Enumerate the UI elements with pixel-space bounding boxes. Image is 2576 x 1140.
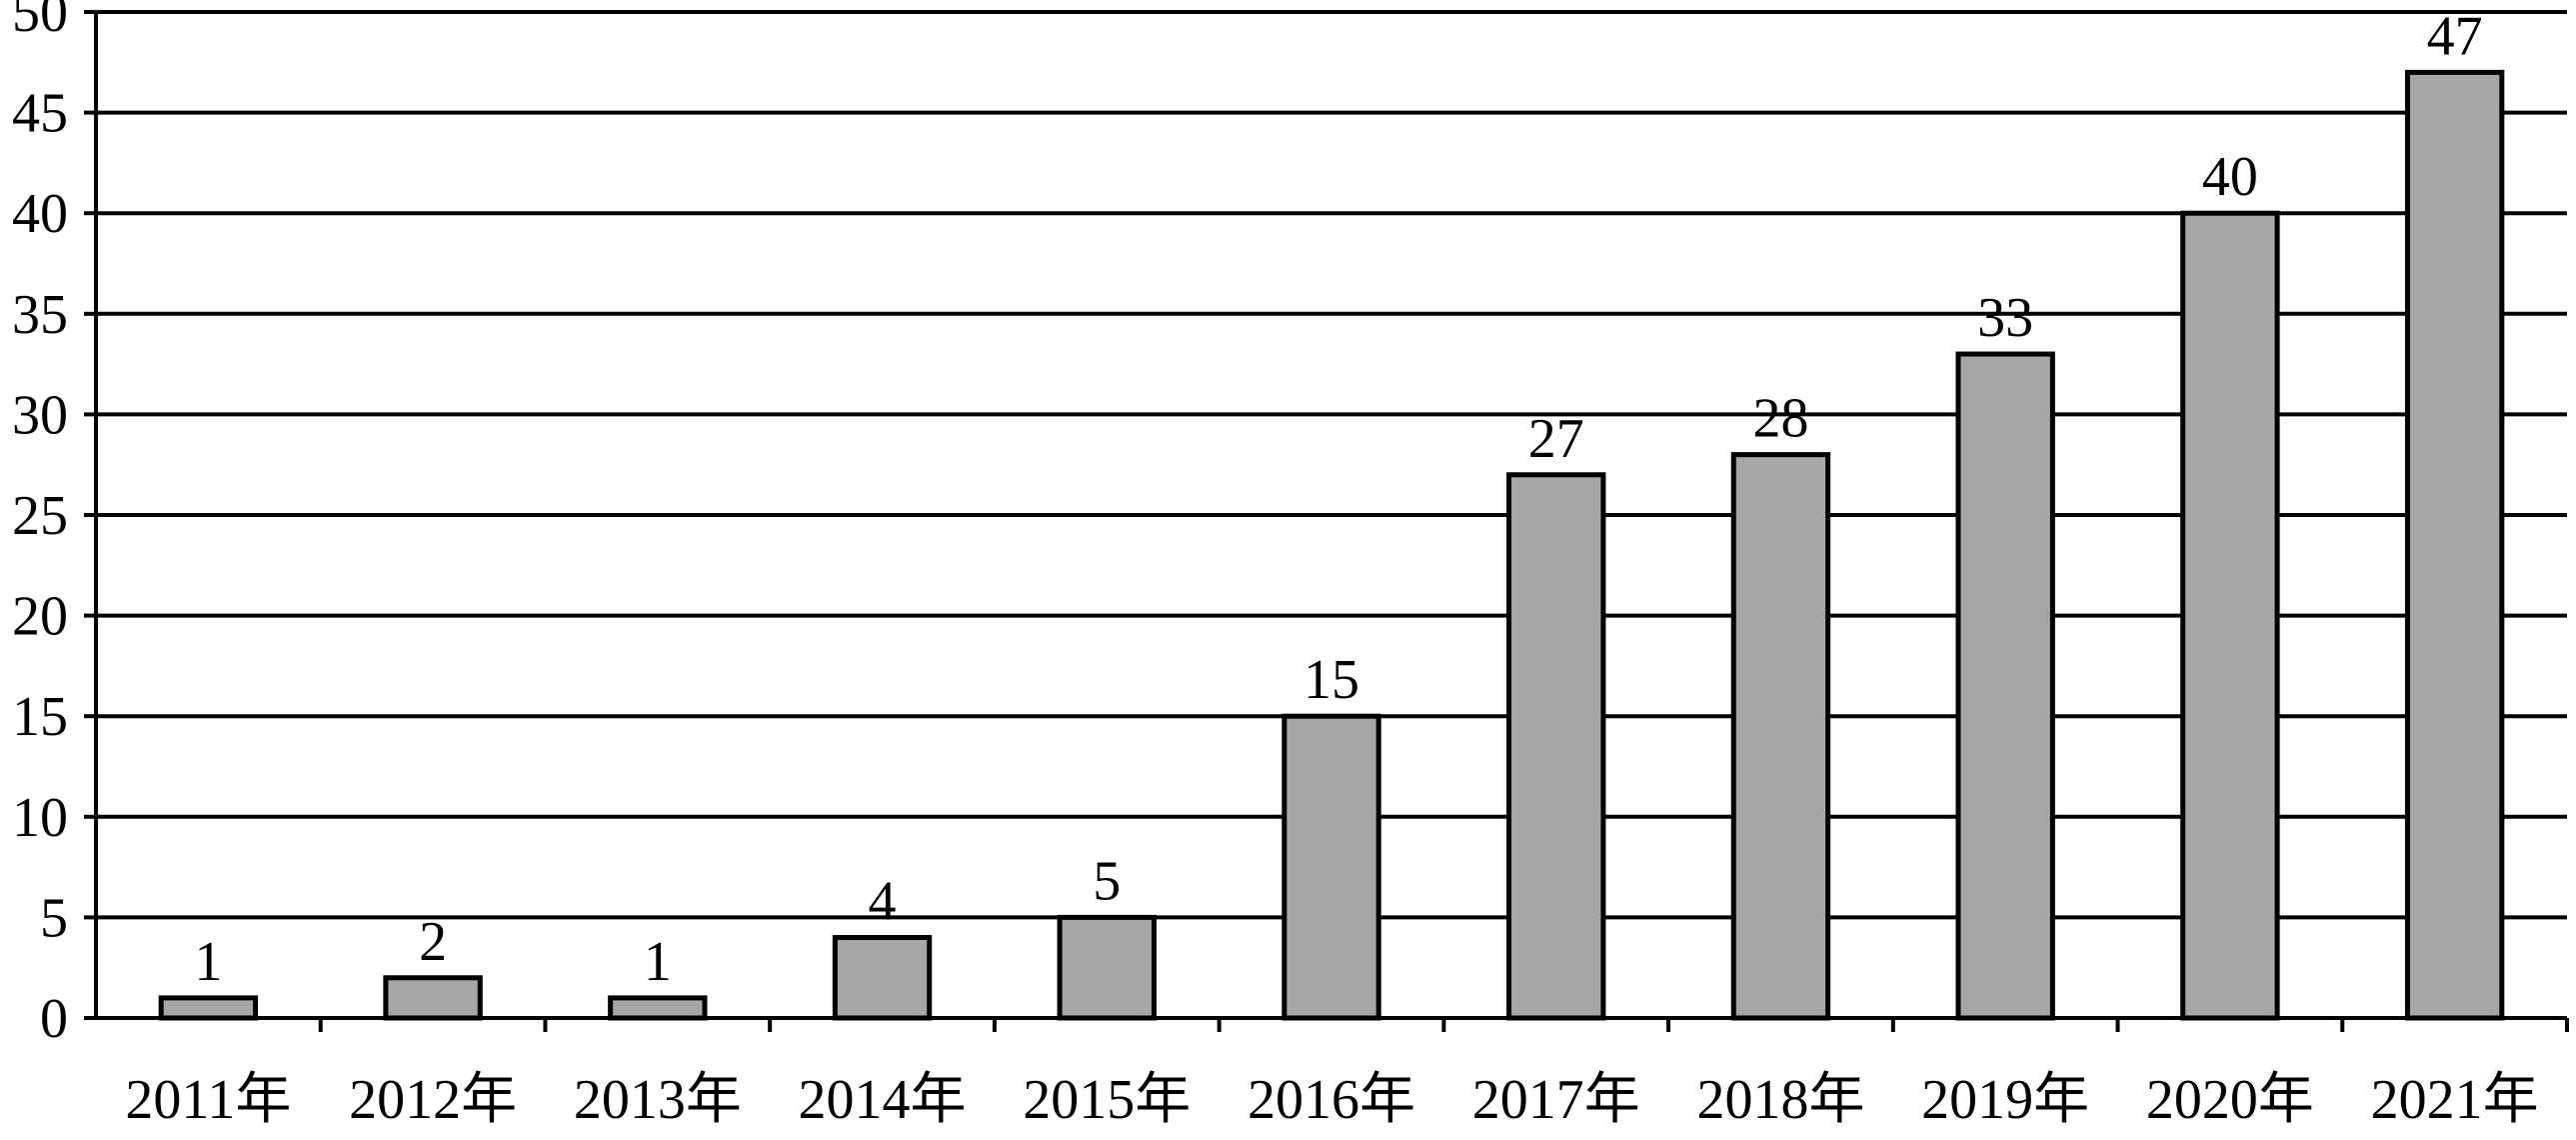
bar-2016年: [1282, 713, 1381, 1021]
bar-2014年: [832, 935, 933, 1021]
bar-2011年: [158, 995, 259, 1021]
x-category-label: 2013年: [574, 1069, 742, 1131]
y-tick-label: 35: [12, 284, 68, 346]
data-label: 15: [1303, 649, 1359, 711]
y-tick-label: 25: [12, 485, 68, 547]
x-category-label: 2015年: [1023, 1069, 1191, 1131]
y-tick-label: 15: [12, 686, 68, 748]
data-label: 1: [644, 931, 672, 993]
data-label: 5: [1093, 850, 1121, 912]
data-label: 33: [1977, 287, 2033, 349]
x-category-label: 2011年: [125, 1069, 291, 1131]
x-category-label: 2016年: [1248, 1069, 1415, 1131]
y-tick-label: 10: [12, 787, 68, 849]
bar-2020年: [2180, 210, 2280, 1021]
y-tick-label: 20: [12, 586, 68, 648]
data-label: 27: [1528, 408, 1584, 470]
gridlines: [96, 10, 2567, 920]
x-category-label: 2014年: [799, 1069, 967, 1131]
bar-2013年: [608, 995, 708, 1021]
x-category-label: 2019年: [1921, 1069, 2089, 1131]
labels: 0 5 10 15 20 25 30 35 40 45 50 1 2011年 2 2012年 1 2013年 4 2…: [12, 0, 2539, 1131]
x-category-label: 2018年: [1696, 1069, 1864, 1131]
x-category-label: 2012年: [349, 1069, 517, 1131]
bar-2015年: [1057, 914, 1157, 1021]
data-label: 2: [419, 911, 447, 973]
bar-2019年: [1955, 351, 2055, 1021]
data-label: 4: [869, 871, 897, 933]
data-label: 47: [2427, 5, 2483, 67]
y-tick-label: 5: [40, 887, 68, 949]
bar-2017年: [1506, 472, 1606, 1021]
data-label: 1: [194, 931, 222, 993]
y-tick-label: 50: [12, 0, 68, 44]
y-tick-label: 45: [12, 83, 68, 145]
x-category-label: 2021年: [2371, 1069, 2539, 1131]
y-tick-label: 30: [12, 384, 68, 446]
data-label: 40: [2202, 146, 2258, 208]
y-tick-label: 40: [12, 183, 68, 245]
axes: [84, 10, 2569, 1032]
bar-2012年: [383, 975, 483, 1021]
x-category-label: 2020年: [2146, 1069, 2314, 1131]
x-category-label: 2017年: [1472, 1069, 1640, 1131]
bar-2021年: [2404, 69, 2505, 1021]
bars: [158, 69, 2505, 1021]
bar-2018年: [1730, 452, 1831, 1021]
data-label: 28: [1752, 388, 1808, 450]
y-tick-label: 0: [40, 988, 68, 1050]
